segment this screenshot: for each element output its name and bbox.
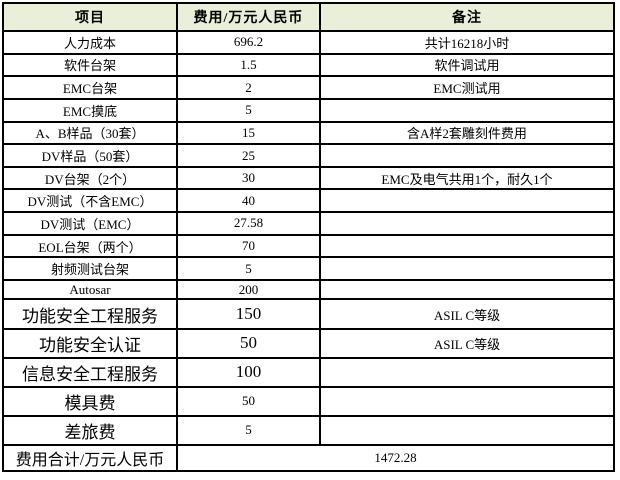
item-cell[interactable]: 信息安全工程服务 [2,356,178,388]
cost-cell[interactable]: 5 [176,414,321,447]
note-cell[interactable]: ASIL C等级 [319,327,615,359]
table-row: 功能安全工程服务 150 ASIL C等级 [2,298,615,330]
item-cell[interactable]: Autosar [2,279,178,301]
cost-cell[interactable]: 25 [176,143,321,168]
header-row: 项目 费用/万元人民币 备注 [2,2,615,32]
cost-cell[interactable]: 2 [176,75,321,100]
table-row: EMC摸底 5 [2,97,615,123]
item-cell[interactable]: 功能安全认证 [2,327,178,359]
table-row: 人力成本 696.2 共计16218小时 [2,30,615,55]
table-row: DV台架（2个） 30 EMC及电气共用1个，耐久1个 [2,165,615,191]
item-cell[interactable]: DV台架（2个） [2,165,178,191]
cost-cell[interactable]: 50 [176,327,321,359]
item-cell[interactable]: DV测试（EMC） [2,211,178,236]
note-cell[interactable]: EMC及电气共用1个，耐久1个 [319,165,615,191]
note-cell[interactable] [319,211,615,236]
item-cell[interactable]: 软件台架 [2,52,178,78]
cost-cell[interactable]: 40 [176,188,321,214]
note-cell[interactable]: EMC测试用 [319,75,615,100]
note-cell[interactable]: 共计16218小时 [319,30,615,55]
note-cell[interactable] [319,143,615,168]
cost-cell[interactable]: 5 [176,97,321,123]
table-row: 软件台架 1.5 软件调试用 [2,52,615,78]
cost-cell[interactable]: 50 [176,385,321,417]
cost-cell[interactable]: 15 [176,120,321,146]
cost-cell[interactable]: 100 [176,356,321,388]
total-row: 费用合计/万元人民币 1472.28 [2,444,615,472]
note-cell[interactable] [319,385,615,417]
note-cell[interactable] [319,188,615,214]
note-cell[interactable] [319,97,615,123]
table-row: EOL台架（两个） 70 [2,233,615,259]
cost-cell[interactable]: 5 [176,256,321,282]
item-cell[interactable]: 差旅费 [2,414,178,447]
table-row: DV测试（EMC） 27.58 [2,211,615,236]
item-cell[interactable]: 人力成本 [2,30,178,55]
item-cell[interactable]: EMC台架 [2,75,178,100]
note-cell[interactable]: ASIL C等级 [319,298,615,330]
col-header-cost[interactable]: 费用/万元人民币 [176,2,321,32]
item-cell[interactable]: EOL台架（两个） [2,233,178,259]
note-cell[interactable] [319,414,615,447]
item-cell[interactable]: 功能安全工程服务 [2,298,178,330]
table-row: 射频测试台架 5 [2,256,615,282]
col-header-note[interactable]: 备注 [319,2,615,32]
note-cell[interactable]: 软件调试用 [319,52,615,78]
table-row: 功能安全认证 50 ASIL C等级 [2,327,615,359]
cost-cell[interactable]: 27.58 [176,211,321,236]
cost-cell[interactable]: 70 [176,233,321,259]
cost-cell[interactable]: 696.2 [176,30,321,55]
item-cell[interactable]: 模具费 [2,385,178,417]
note-cell[interactable] [319,256,615,282]
total-label-cell[interactable]: 费用合计/万元人民币 [2,444,178,472]
note-cell[interactable] [319,356,615,388]
cost-cell[interactable]: 200 [176,279,321,301]
table-row: EMC台架 2 EMC测试用 [2,75,615,100]
total-value-cell[interactable]: 1472.28 [176,444,615,472]
cost-cell[interactable]: 1.5 [176,52,321,78]
table-row: A、B样品（30套） 15 含A样2套雕刻件费用 [2,120,615,146]
cost-cell[interactable]: 150 [176,298,321,330]
table-body: 人力成本 696.2 共计16218小时 软件台架 1.5 软件调试用 EMC台架 2 EMC测… [2,30,615,447]
table-row: DV样品（50套） 25 [2,143,615,168]
table-row: Autosar 200 [2,279,615,301]
item-cell[interactable]: A、B样品（30套） [2,120,178,146]
cost-cell[interactable]: 30 [176,165,321,191]
item-cell[interactable]: 射频测试台架 [2,256,178,282]
table-row: 差旅费 5 [2,414,615,447]
note-cell[interactable] [319,233,615,259]
item-cell[interactable]: EMC摸底 [2,97,178,123]
item-cell[interactable]: DV样品（50套） [2,143,178,168]
table-row: DV测试（不含EMC） 40 [2,188,615,214]
item-cell[interactable]: DV测试（不含EMC） [2,188,178,214]
col-header-item[interactable]: 项目 [2,2,178,32]
note-cell[interactable]: 含A样2套雕刻件费用 [319,120,615,146]
table-row: 信息安全工程服务 100 [2,356,615,388]
table-row: 模具费 50 [2,385,615,417]
cost-table: 项目 费用/万元人民币 备注 人力成本 696.2 共计16218小时 软件台架 1.5… [2,2,615,472]
note-cell[interactable] [319,279,615,301]
